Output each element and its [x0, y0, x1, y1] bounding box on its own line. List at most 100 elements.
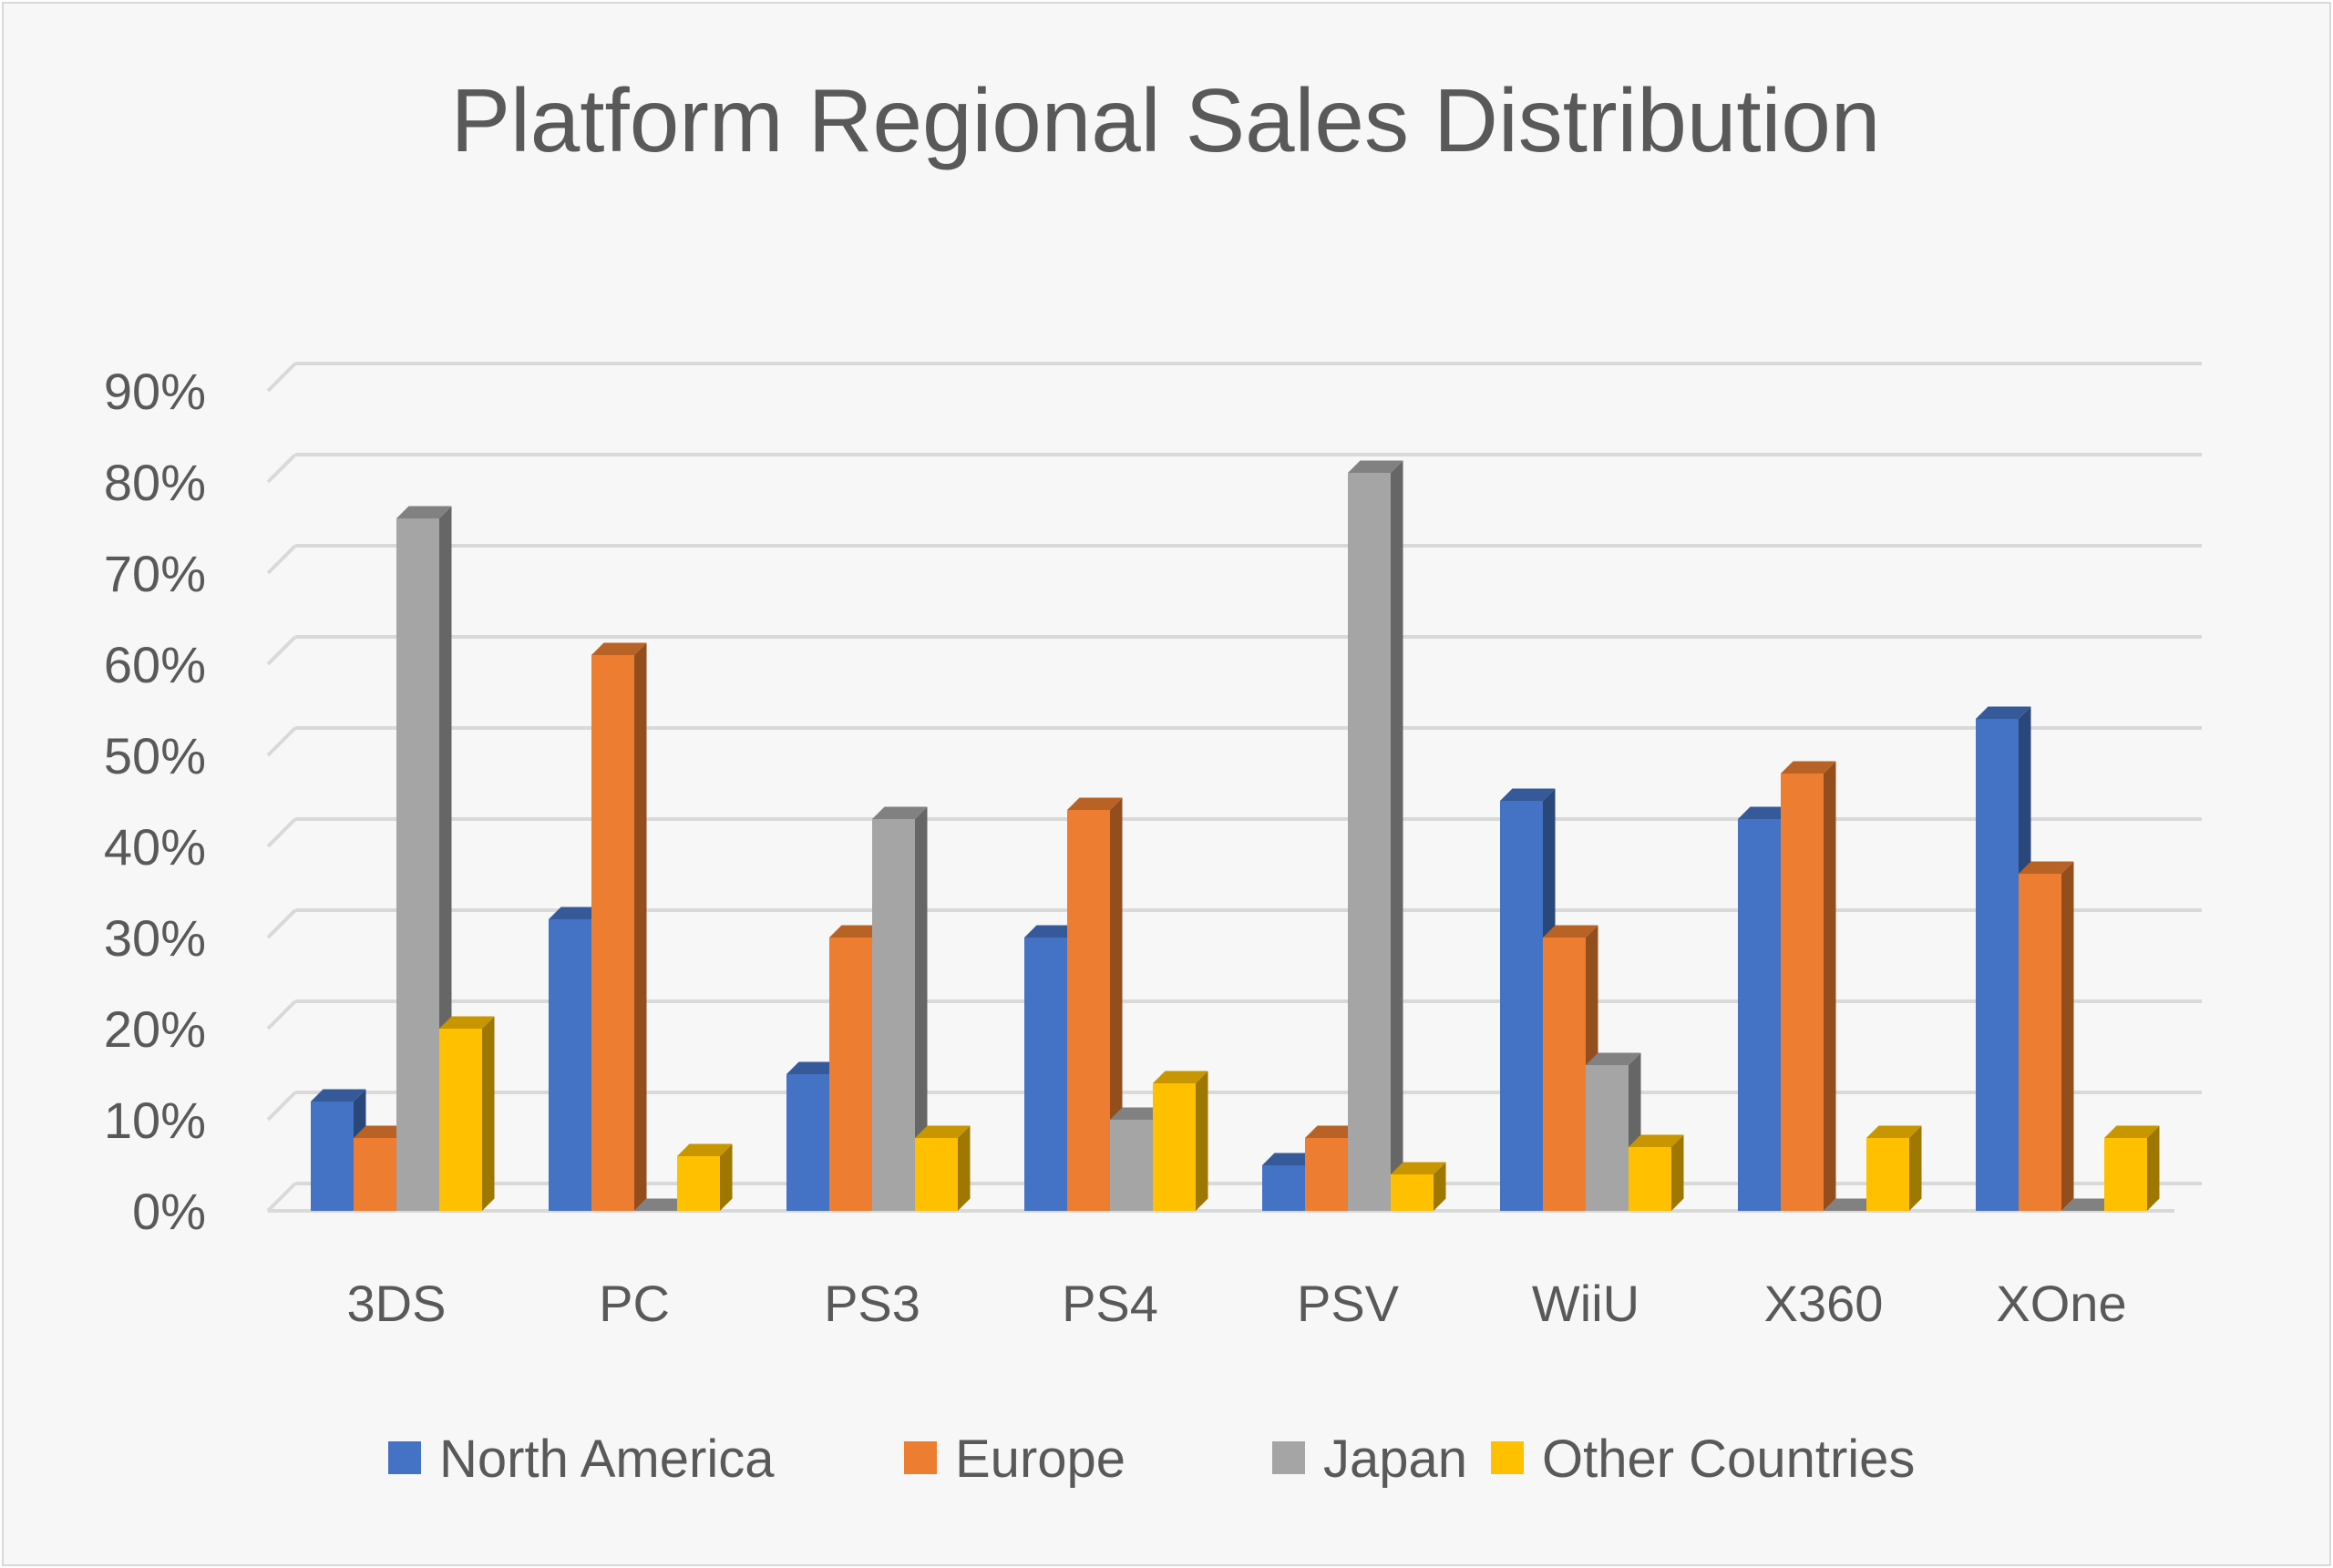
gridline-edge [266, 635, 297, 666]
gridline-edge [266, 908, 297, 939]
legend-item: Other Countries [1491, 1430, 1915, 1489]
chart-title: Platform Regional Sales Distribution [451, 70, 1881, 170]
bar-top [591, 642, 647, 655]
bar-top [439, 1016, 495, 1029]
bar-side [1196, 1071, 1208, 1211]
bar-front [1110, 1120, 1153, 1211]
legend-swatch [1491, 1441, 1524, 1474]
bar-front [1024, 938, 1067, 1211]
bar-top [1866, 1125, 1922, 1138]
legend-label: North America [439, 1430, 775, 1489]
bar-PC-europe [591, 642, 647, 1211]
x-category-label: PS4 [1062, 1275, 1158, 1332]
bar-PS3-japan [872, 806, 928, 1211]
y-tick-label: 40% [104, 818, 206, 876]
bar-top [1738, 806, 1793, 819]
y-tick-label: 0% [132, 1183, 206, 1240]
bar-3DS-other-countries [439, 1016, 495, 1211]
y-tick-label: 10% [104, 1091, 206, 1149]
y-tick-label: 20% [104, 1000, 206, 1058]
legend-swatch [388, 1441, 421, 1474]
bar-front [1543, 938, 1586, 1211]
gridline-edge [266, 1091, 297, 1122]
bar-front [1067, 810, 1110, 1211]
x-category-label: WiiU [1532, 1275, 1639, 1332]
bar-PSV-other-countries [1391, 1162, 1446, 1211]
bar-top [1348, 460, 1403, 473]
bar-side [1671, 1134, 1684, 1211]
bar-WiiU-japan [1586, 1052, 1641, 1211]
bar-X360-europe [1781, 761, 1836, 1211]
bar-PS3-other-countries [915, 1125, 971, 1211]
bar-side [2147, 1125, 2160, 1211]
bar-PC-other-countries [677, 1143, 733, 1211]
legend: North America Europe Japan Other Countries [388, 1430, 1915, 1489]
x-category-label: XOne [1996, 1275, 2126, 1332]
bar-PS4-other-countries [1153, 1071, 1208, 1211]
legend-label: Europe [955, 1430, 1125, 1489]
bar-front [549, 919, 591, 1211]
bar-side [1824, 761, 1836, 1211]
bar-front [829, 938, 872, 1211]
legend-label: Other Countries [1542, 1430, 1915, 1489]
bar-front [1781, 774, 1824, 1211]
bar-top [1976, 706, 2031, 719]
y-tick-label: 70% [104, 545, 206, 602]
bar-top [1024, 925, 1080, 938]
y-tick-label: 80% [104, 454, 206, 511]
bar-front [1262, 1165, 1305, 1211]
bar-front [439, 1029, 482, 1211]
bar-top [1500, 788, 1556, 801]
bar-top [677, 1143, 733, 1156]
bar-PC-japan [634, 1198, 690, 1211]
bar-top [2061, 1198, 2117, 1211]
x-category-label: PS3 [824, 1275, 920, 1332]
bar-WiiU-other-countries [1629, 1134, 1684, 1211]
bar-top [915, 1125, 971, 1138]
bar-top [1067, 797, 1123, 810]
bar-XOne-europe [2019, 861, 2074, 1211]
bar-top [1153, 1071, 1208, 1083]
x-category-label: 3DS [347, 1275, 447, 1332]
bar-front [591, 655, 634, 1211]
legend-label: Japan [1323, 1430, 1467, 1489]
bar-top [1586, 1052, 1641, 1065]
bar-top [786, 1061, 842, 1074]
bar-top [1110, 1107, 1166, 1120]
bar-front [2019, 874, 2061, 1211]
bar-side [1909, 1125, 1922, 1211]
legend-item: North America [388, 1430, 775, 1489]
legend-item: Europe [904, 1430, 1125, 1489]
gridline-edge [266, 453, 297, 484]
bar-front [2104, 1138, 2147, 1211]
y-tick-label: 90% [104, 363, 206, 420]
bar-top [2019, 861, 2074, 874]
y-axis-ticks: 0% 10% 20% 30% 40% 50% 60% 70% 80% 90% [104, 363, 206, 1240]
bar-PS4-europe [1067, 797, 1123, 1211]
bars [311, 460, 2160, 1211]
bar-XOne-other-countries [2104, 1125, 2160, 1211]
y-tick-label: 50% [104, 727, 206, 784]
gridline-edge [266, 362, 297, 393]
bar-PC-north-america [549, 907, 604, 1211]
bar-front [354, 1138, 396, 1211]
bar-top [311, 1089, 366, 1102]
legend-item: Japan [1272, 1430, 1467, 1489]
bar-top [829, 925, 885, 938]
legend-swatch [1272, 1441, 1305, 1474]
bar-front [915, 1138, 958, 1211]
bar-side [1110, 797, 1123, 1211]
bar-side [720, 1143, 733, 1211]
x-axis-categories: 3DS PC PS3 PS4 PSV WiiU X360 XOne [347, 1275, 2127, 1332]
bar-top [1543, 925, 1598, 938]
bar-front [677, 1156, 720, 1211]
bar-front [1866, 1138, 1909, 1211]
bar-chart: Platform Regional Sales Distribution 0% 1… [104, 70, 2202, 1489]
x-category-label: X360 [1764, 1275, 1884, 1332]
gridline-edge [266, 544, 297, 575]
bar-front [1629, 1147, 1671, 1211]
bar-side [958, 1125, 971, 1211]
bar-front [1348, 473, 1391, 1211]
bar-top [354, 1125, 409, 1138]
gridline-edge [266, 1182, 297, 1213]
